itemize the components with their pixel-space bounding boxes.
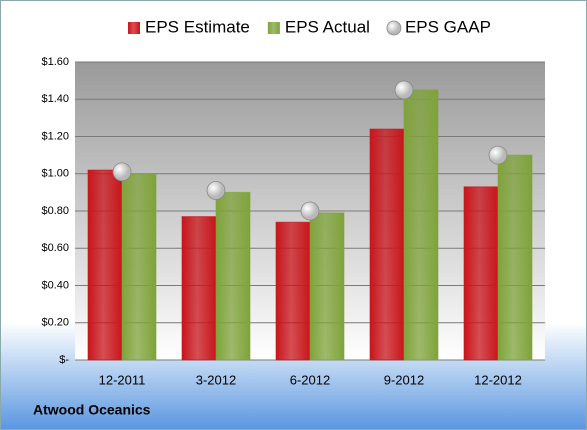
- y-tick-label: $0.60: [41, 242, 69, 254]
- y-tick-label: $1.00: [41, 168, 69, 180]
- x-tick-label: 9-2012: [384, 372, 424, 387]
- bar: [463, 186, 499, 361]
- marker: [206, 181, 226, 200]
- bar: [309, 212, 345, 361]
- footer: Atwood Oceanics: [33, 402, 151, 418]
- marker: [112, 162, 132, 182]
- marker: [488, 145, 508, 165]
- y-tick-label: $1.60: [41, 56, 69, 68]
- bar: [87, 169, 123, 361]
- y-tick-label: $0.80: [41, 205, 69, 217]
- legend-label: EPS Estimate: [145, 17, 250, 36]
- bar: [121, 173, 157, 361]
- x-tick-label: 3-2012: [196, 372, 236, 387]
- x-tick-label: 6-2012: [290, 372, 330, 387]
- y-tick-label: $-: [59, 354, 69, 366]
- x-tick-label: 12-2011: [99, 372, 146, 387]
- legend-swatch: [386, 20, 402, 36]
- legend-swatch: [267, 22, 280, 34]
- legend-label: EPS GAAP: [405, 17, 491, 36]
- marker: [394, 80, 414, 100]
- y-tick-label: $0.40: [41, 279, 69, 291]
- y-tick-label: $1.40: [41, 93, 69, 105]
- y-tick-label: $1.20: [41, 130, 69, 142]
- bar: [403, 89, 439, 361]
- legend-label: EPS Actual: [285, 17, 370, 36]
- legend-swatch: [128, 22, 140, 34]
- x-tick-label: 12-2012: [474, 372, 522, 387]
- y-tick-label: $0.20: [41, 317, 69, 329]
- bar: [215, 191, 251, 361]
- marker: [300, 201, 320, 221]
- bar: [369, 128, 405, 361]
- bar: [275, 221, 311, 361]
- bar: [181, 216, 217, 361]
- bar: [497, 154, 533, 361]
